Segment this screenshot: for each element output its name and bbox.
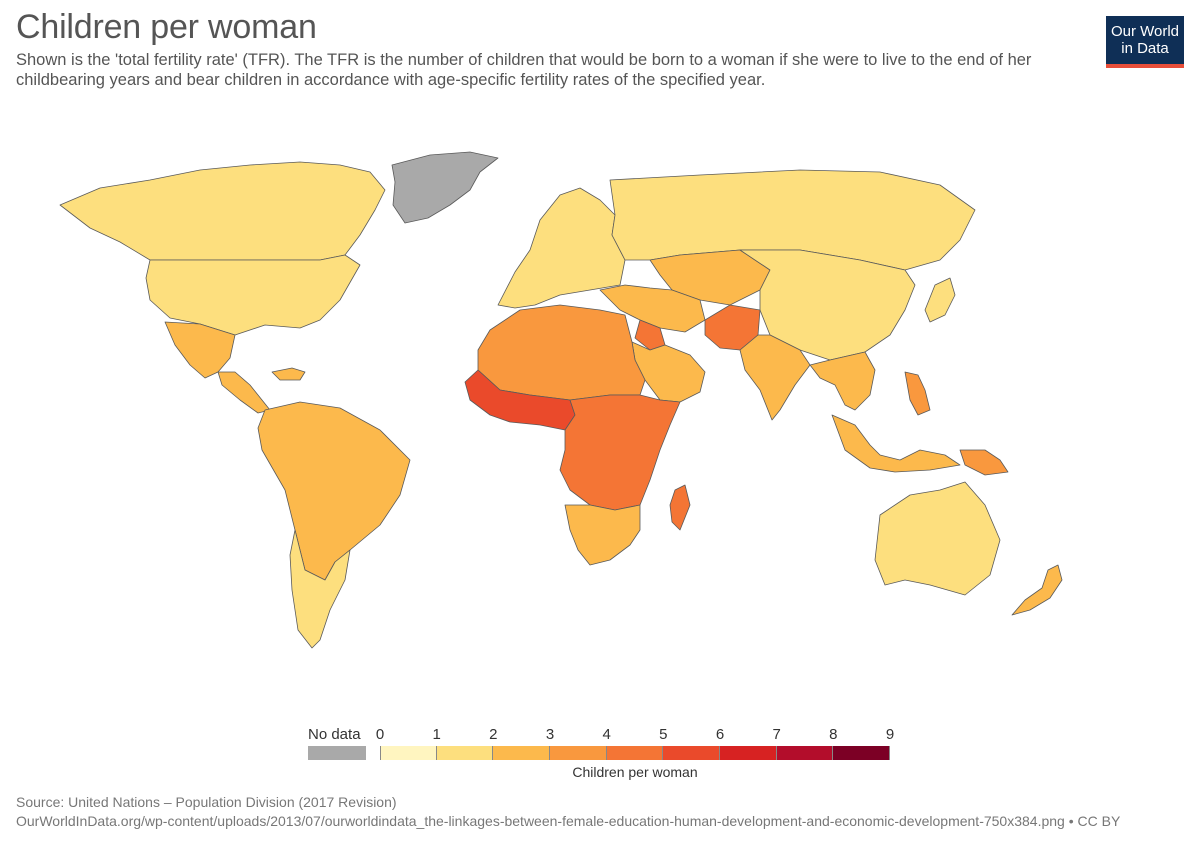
legend-title: Children per woman <box>572 764 698 780</box>
map-region-greenland[interactable] <box>391 151 499 224</box>
legend-bin[interactable] <box>720 746 777 760</box>
legend-bin[interactable] <box>833 746 890 760</box>
map-region-west-africa[interactable] <box>464 369 576 431</box>
map-region-philippines[interactable] <box>904 371 931 416</box>
map-region-australia[interactable] <box>874 481 1001 596</box>
legend-bin[interactable] <box>776 746 834 760</box>
map-region-united-states[interactable] <box>145 254 361 336</box>
map-region-arabian-peninsula[interactable] <box>631 341 706 403</box>
legend-no-data-swatch[interactable] <box>308 746 366 760</box>
legend-no-data-label: No data <box>308 726 361 743</box>
legend-tick-label: 8 <box>829 726 838 743</box>
legend-bin[interactable] <box>663 746 720 760</box>
legend-bin[interactable] <box>550 746 607 760</box>
map-region-south-america[interactable] <box>257 401 411 581</box>
map-region-papua-new-guinea[interactable] <box>959 449 1009 476</box>
legend-tick-label: 7 <box>772 726 781 743</box>
legend: No data Children per woman 0 1 2 3 4 5 6 7 8 9 <box>0 718 1200 788</box>
legend-tick-label: 3 <box>545 726 555 743</box>
legend-bin[interactable] <box>380 746 437 760</box>
world-map[interactable] <box>0 110 1200 710</box>
legend-tick-label: 5 <box>659 726 668 743</box>
legend-tick-label: 2 <box>489 726 498 743</box>
map-region-madagascar[interactable] <box>669 484 691 531</box>
map-region-caribbean[interactable] <box>271 367 306 381</box>
map-region-new-zealand[interactable] <box>1011 564 1063 616</box>
owid-logo[interactable]: Our World in Data <box>1106 16 1184 68</box>
legend-tick-label: 0 <box>375 726 385 743</box>
logo-line-1: Our World <box>1110 23 1180 40</box>
source-url[interactable]: OurWorldInData.org/wp-content/uploads/20… <box>16 813 1121 829</box>
map-region-argentina-chile[interactable] <box>289 529 351 649</box>
map-region-japan[interactable] <box>924 277 956 323</box>
map-region-central-east-africa[interactable] <box>559 394 681 511</box>
map-region-southeast-asia[interactable] <box>809 351 876 411</box>
chart-title: Children per woman <box>16 8 317 46</box>
map-region-north-africa-sahel[interactable] <box>477 304 646 401</box>
legend-tick-label: 1 <box>432 726 441 743</box>
legend-tick-label: 9 <box>885 726 895 743</box>
map-region-india[interactable] <box>739 334 811 421</box>
legend-tick-label: 6 <box>715 726 725 743</box>
map-region-indonesia[interactable] <box>831 414 961 473</box>
map-region-central-asia[interactable] <box>649 249 771 306</box>
logo-line-2: in Data <box>1121 40 1169 57</box>
map-region-southern-africa[interactable] <box>564 504 641 566</box>
map-region-canada[interactable] <box>59 161 386 261</box>
source-note: Source: United Nations – Population Divi… <box>16 794 397 810</box>
legend-bin[interactable] <box>606 746 664 760</box>
legend-bin[interactable] <box>436 746 494 760</box>
legend-bin[interactable] <box>493 746 550 760</box>
legend-tick-label: 4 <box>602 726 611 743</box>
chart-subtitle: Shown is the 'total fertility rate' (TFR… <box>16 51 1032 89</box>
map-region-central-america[interactable] <box>217 371 271 414</box>
